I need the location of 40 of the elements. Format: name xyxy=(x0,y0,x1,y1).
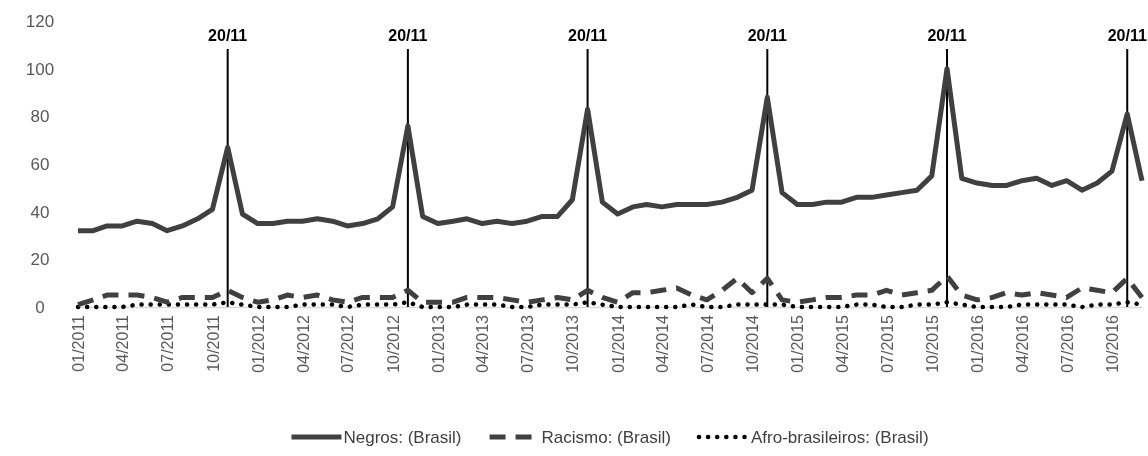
x-tick-label: 04/2015 xyxy=(833,314,851,373)
ref-line-label: 20/11 xyxy=(1107,27,1147,44)
x-tick-label: 04/2014 xyxy=(654,314,672,373)
y-tick-label: 60 xyxy=(30,154,50,174)
legend-label: Negros: (Brasil) xyxy=(343,428,462,447)
x-tick-label: 10/2013 xyxy=(564,314,582,373)
x-tick-label: 01/2012 xyxy=(249,314,267,373)
ref-line-label: 20/11 xyxy=(208,27,248,44)
y-tick-label: 120 xyxy=(25,11,55,31)
y-tick-label: 20 xyxy=(30,250,50,270)
x-tick-label: 10/2014 xyxy=(744,314,762,373)
ref-line-label: 20/11 xyxy=(388,27,428,44)
legend-label: Afro-brasileiros: (Brasil) xyxy=(750,428,929,447)
x-tick-label: 01/2013 xyxy=(430,314,448,373)
x-tick-label: 07/2015 xyxy=(878,314,896,373)
x-tick-label: 07/2016 xyxy=(1058,314,1076,373)
y-tick-label: 80 xyxy=(30,107,50,127)
x-tick-label: 01/2016 xyxy=(969,314,987,373)
x-tick-label: 01/2011 xyxy=(70,314,88,372)
y-tick-label: 40 xyxy=(30,202,50,222)
x-tick-label: 01/2015 xyxy=(789,314,807,373)
x-tick-label: 10/2012 xyxy=(384,314,402,373)
x-tick-label: 07/2011 xyxy=(159,314,177,372)
ref-line-label: 20/11 xyxy=(747,27,787,44)
x-tick-label: 01/2014 xyxy=(609,314,627,373)
x-tick-label: 10/2016 xyxy=(1104,314,1122,373)
x-tick-label: 10/2011 xyxy=(204,314,222,372)
x-tick-label: 07/2013 xyxy=(519,314,537,373)
x-tick-label: 10/2015 xyxy=(923,314,941,373)
ref-line-label: 20/11 xyxy=(927,27,967,44)
x-tick-label: 04/2016 xyxy=(1013,314,1031,373)
x-tick-label: 07/2014 xyxy=(698,314,716,373)
x-tick-label: 04/2012 xyxy=(294,314,312,373)
y-tick-label: 100 xyxy=(25,59,55,79)
x-tick-label: 07/2012 xyxy=(339,314,357,373)
ref-line-label: 20/11 xyxy=(568,27,608,44)
legend-label: Racismo: (Brasil) xyxy=(541,428,671,447)
x-tick-label: 04/2013 xyxy=(474,314,492,373)
y-tick-label: 0 xyxy=(35,297,45,317)
x-tick-label: 04/2011 xyxy=(114,314,132,372)
